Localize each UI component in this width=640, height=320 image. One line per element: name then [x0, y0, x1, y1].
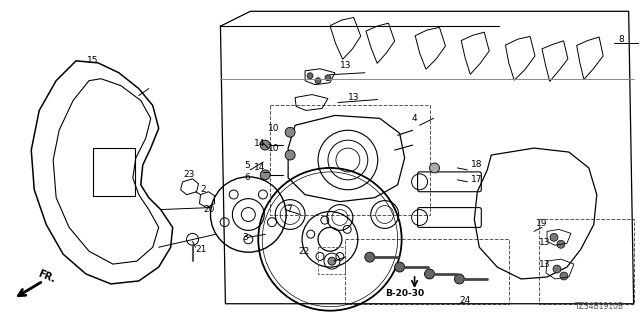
- Text: 13: 13: [539, 260, 550, 268]
- Text: 5: 5: [244, 162, 250, 171]
- Text: B-20-30: B-20-30: [385, 289, 424, 298]
- Text: 13: 13: [348, 93, 360, 102]
- Circle shape: [259, 190, 268, 199]
- Text: 15: 15: [87, 56, 99, 65]
- Text: 23: 23: [184, 170, 195, 180]
- Circle shape: [229, 190, 238, 199]
- Circle shape: [307, 230, 315, 238]
- Text: TZ34B1910B: TZ34B1910B: [575, 302, 624, 311]
- Text: 13: 13: [539, 238, 550, 247]
- Text: 17: 17: [471, 175, 483, 184]
- Text: 8: 8: [619, 35, 625, 44]
- Text: 6: 6: [244, 173, 250, 182]
- Text: 10: 10: [268, 144, 280, 153]
- Circle shape: [328, 257, 336, 265]
- Text: 18: 18: [471, 160, 483, 170]
- Text: 7: 7: [286, 205, 292, 214]
- Text: 19: 19: [536, 219, 548, 228]
- Circle shape: [260, 170, 270, 180]
- Circle shape: [429, 163, 440, 173]
- Text: 3: 3: [243, 233, 248, 242]
- Text: 14: 14: [254, 164, 266, 172]
- Circle shape: [365, 252, 375, 262]
- Text: 22: 22: [298, 247, 309, 256]
- Circle shape: [268, 218, 276, 227]
- Circle shape: [220, 218, 229, 227]
- Circle shape: [321, 216, 329, 224]
- Circle shape: [316, 252, 324, 260]
- Circle shape: [557, 240, 565, 248]
- Circle shape: [315, 78, 321, 84]
- Bar: [93, 148, 135, 196]
- Circle shape: [307, 73, 313, 79]
- Circle shape: [285, 150, 295, 160]
- Circle shape: [336, 252, 344, 260]
- Circle shape: [424, 269, 435, 279]
- Text: FR.: FR.: [36, 269, 57, 285]
- Circle shape: [560, 272, 568, 280]
- Text: 20: 20: [204, 205, 215, 214]
- Circle shape: [343, 225, 351, 233]
- Text: 24: 24: [460, 296, 470, 305]
- Text: 2: 2: [200, 185, 206, 194]
- Circle shape: [325, 75, 331, 81]
- Circle shape: [454, 274, 465, 284]
- Text: 10: 10: [268, 124, 280, 133]
- Text: 13: 13: [340, 61, 351, 70]
- Text: 21: 21: [196, 245, 207, 254]
- Circle shape: [285, 127, 295, 137]
- Circle shape: [553, 265, 561, 273]
- Circle shape: [550, 233, 558, 241]
- Circle shape: [244, 235, 253, 244]
- Text: 4: 4: [412, 114, 417, 123]
- Circle shape: [395, 262, 404, 272]
- Circle shape: [260, 140, 270, 150]
- Text: 14: 14: [254, 139, 266, 148]
